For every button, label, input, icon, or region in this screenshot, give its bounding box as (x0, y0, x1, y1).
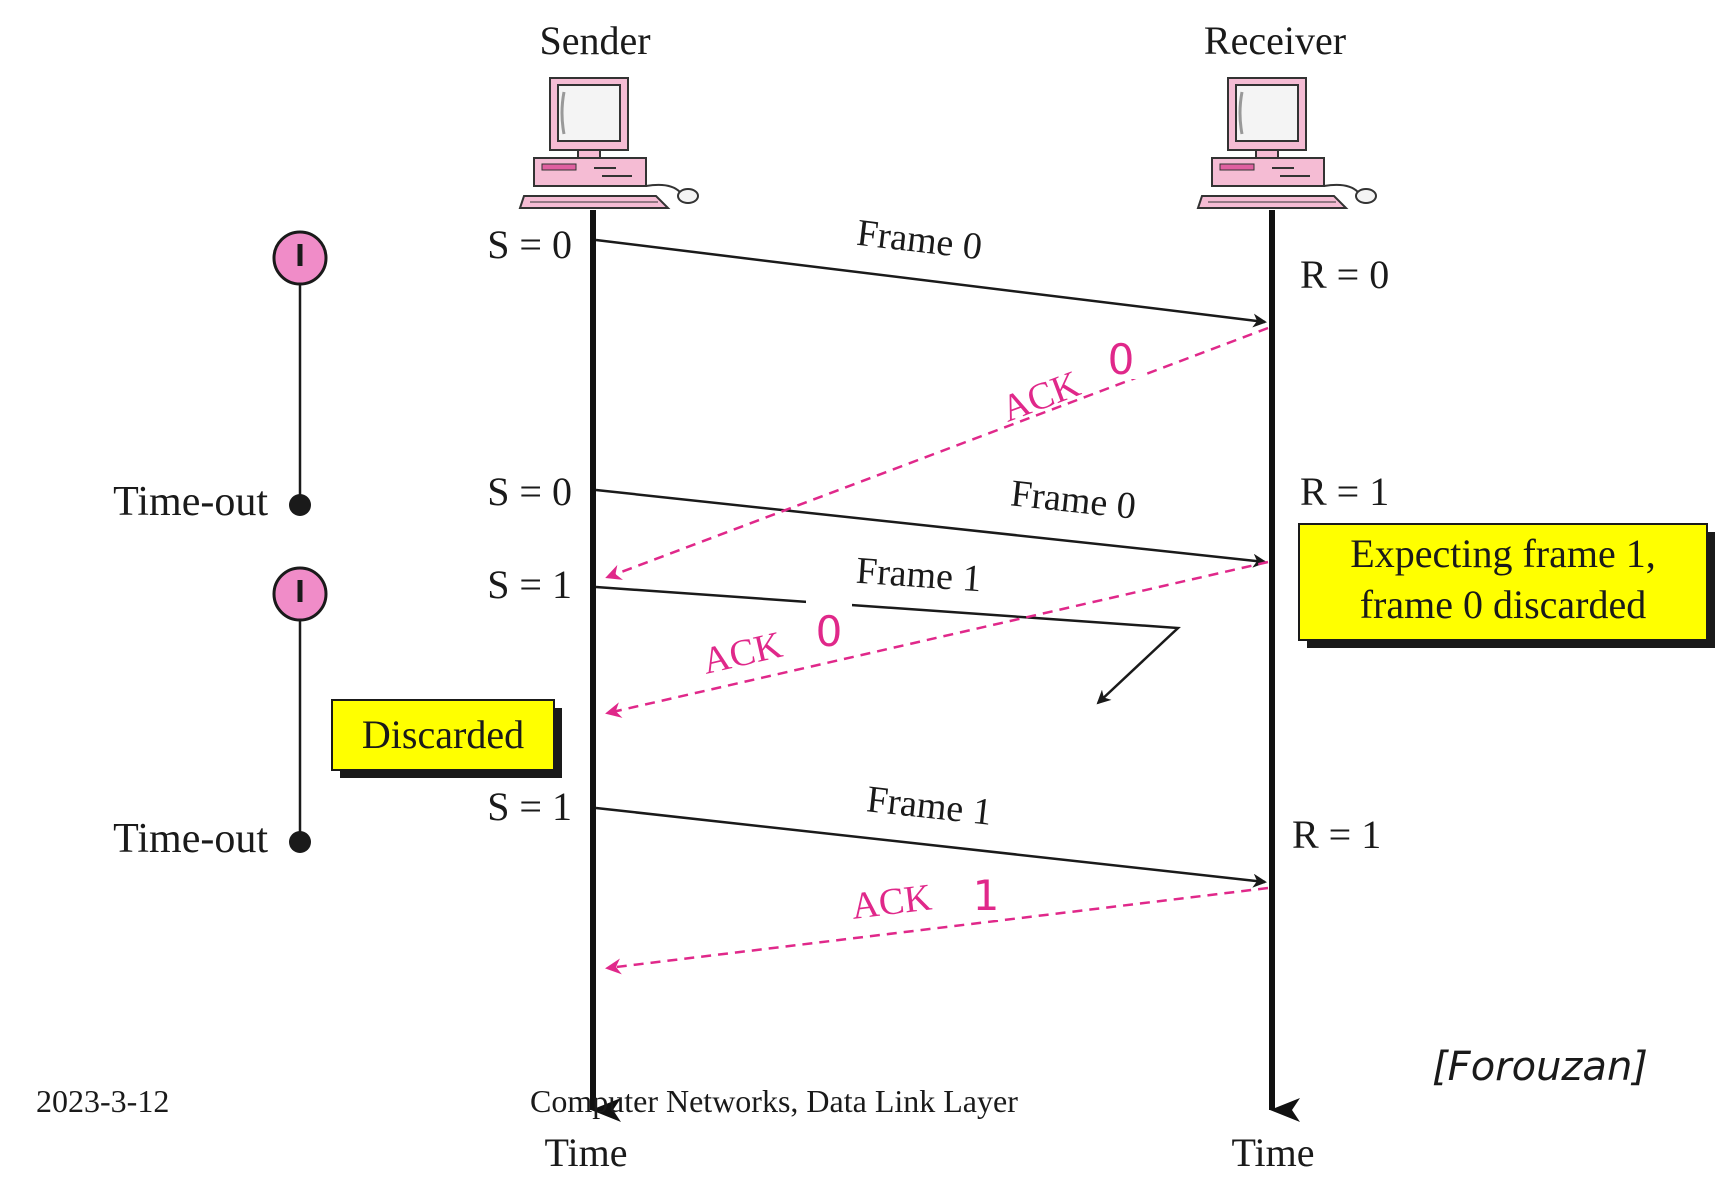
sender-title: Sender (539, 18, 650, 63)
receiver-state: R = 1 (1300, 469, 1389, 514)
frame-arrow (595, 238, 1267, 328)
ack-number-backdrop (956, 870, 1000, 920)
frame-arrow (595, 488, 1267, 568)
sender-computer-icon (518, 77, 699, 209)
ack-arrow (605, 326, 1269, 580)
sender-state: S = 0 (487, 469, 572, 514)
footer-course: Computer Networks, Data Link Layer (530, 1083, 1018, 1119)
receiver-title: Receiver (1204, 18, 1346, 63)
frame-label: Frame 0 (1009, 472, 1138, 527)
timeout-label: Time-out (113, 816, 268, 862)
frame-label: Frame 0 (855, 212, 985, 269)
sender-state: S = 1 (487, 562, 572, 607)
ack-number-backdrop (1100, 335, 1142, 379)
ack-number-backdrop (806, 598, 852, 650)
footer-date: 2023-3-12 (36, 1083, 169, 1119)
frame-label: Frame 1 (865, 778, 994, 834)
ack-label: ACK (699, 624, 787, 683)
receiver-state: R = 1 (1292, 812, 1381, 857)
receiver-time-label: Time (1231, 1130, 1314, 1175)
ack-number: 1 (973, 871, 1000, 920)
ack-number: 0 (816, 607, 843, 656)
discarded-callout: Discarded (331, 699, 562, 778)
ack-number: 0 (1108, 335, 1135, 384)
ack-arrow (605, 560, 1269, 718)
callout-line: Expecting frame 1, (1350, 531, 1655, 576)
ack-label: ACK (849, 876, 934, 927)
lost-frame-arrow (595, 585, 1181, 705)
ack-label: ACK (996, 363, 1086, 431)
sender-time-label: Time (544, 1130, 627, 1175)
frame-arrow (595, 806, 1267, 888)
expecting-callout: Expecting frame 1, frame 0 discarded (1298, 523, 1715, 648)
sender-state: S = 0 (487, 222, 572, 267)
callout-line: frame 0 discarded (1360, 582, 1647, 627)
receiver-state: R = 0 (1300, 252, 1389, 297)
sender-state: S = 1 (487, 784, 572, 829)
callout-line: Discarded (362, 712, 524, 757)
timeout-label: Time-out (113, 479, 268, 525)
frame-label: Frame 1 (855, 550, 983, 601)
ack-arrow (605, 886, 1269, 975)
timeout-dot (289, 494, 311, 516)
source-credit: [Forouzan] (1432, 1044, 1648, 1090)
receiver-computer-icon (1196, 77, 1377, 209)
timeout-dot (289, 831, 311, 853)
